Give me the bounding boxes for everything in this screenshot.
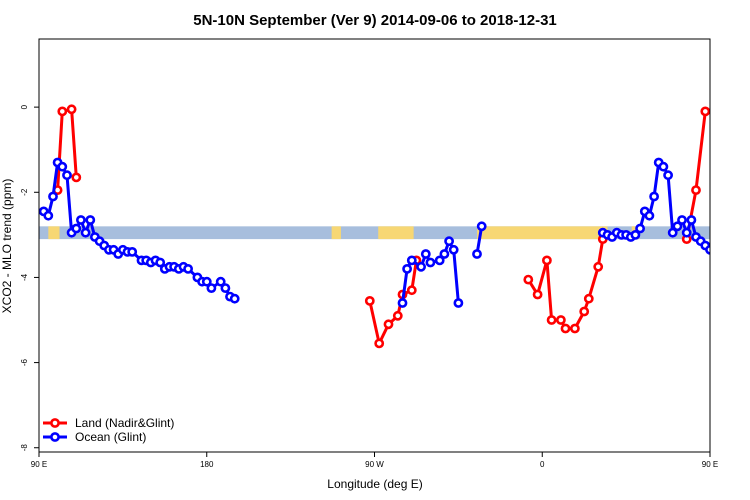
band-land-segment bbox=[48, 226, 60, 240]
land-series-line bbox=[527, 238, 605, 330]
ocean-data-point bbox=[62, 170, 72, 181]
ocean-data-point bbox=[472, 249, 482, 259]
ocean-data-point bbox=[155, 257, 166, 268]
land-data-point bbox=[57, 106, 68, 117]
ocean-data-point bbox=[681, 227, 692, 238]
ocean-data-point bbox=[709, 248, 710, 252]
ocean-data-point bbox=[201, 276, 212, 287]
land-data-point bbox=[709, 107, 710, 111]
y-axis: 0 -2 -4 -6 -8 bbox=[20, 104, 39, 451]
ocean-data-point bbox=[206, 283, 217, 293]
ocean-data-point bbox=[229, 293, 240, 304]
ocean-data-point bbox=[649, 191, 659, 202]
ocean-data-point bbox=[448, 244, 459, 255]
ocean-data-point bbox=[397, 298, 408, 308]
x-tick-label: 90 E bbox=[702, 460, 718, 469]
ocean-data-point bbox=[71, 223, 82, 234]
ocean-data-point bbox=[658, 161, 669, 172]
land-data-point bbox=[392, 310, 403, 321]
ocean-data-point bbox=[416, 261, 426, 272]
ocean-data-point bbox=[425, 257, 436, 268]
land-data-point bbox=[71, 172, 82, 183]
land-data-point bbox=[374, 338, 385, 349]
ocean-data-point bbox=[57, 161, 68, 172]
land-data-point bbox=[593, 261, 604, 272]
land-data-point bbox=[383, 319, 394, 330]
ocean-data-point bbox=[677, 215, 687, 225]
x-tick-label: 180 bbox=[200, 460, 214, 469]
legend-land-marker bbox=[50, 418, 60, 428]
y-tick-label: -8 bbox=[20, 444, 29, 452]
land-data-point bbox=[725, 229, 732, 236]
land-data-point bbox=[700, 106, 710, 117]
ocean-data-point bbox=[672, 221, 683, 232]
land-data-point bbox=[570, 323, 580, 334]
ocean-data-point bbox=[48, 191, 58, 202]
ocean-data-point bbox=[220, 283, 231, 293]
x-tick-label: 90 E bbox=[31, 460, 47, 469]
ocean-data-point bbox=[76, 215, 86, 225]
band-land-segment bbox=[477, 226, 608, 240]
y-tick-label: -6 bbox=[20, 358, 29, 366]
ocean-data-point bbox=[183, 263, 193, 274]
ocean-data-point bbox=[453, 298, 464, 308]
band-land-segment bbox=[331, 226, 341, 240]
legend-ocean-label: Ocean (Glint) bbox=[75, 430, 146, 444]
land-data-point bbox=[720, 229, 727, 236]
ocean-data-point bbox=[663, 170, 673, 181]
x-axis: 90 E 180 90 W 0 90 E bbox=[31, 452, 718, 469]
ocean-data-point bbox=[635, 223, 645, 234]
ocean-data-point bbox=[439, 249, 450, 259]
legend-land-label: Land (Nadir&Glint) bbox=[75, 416, 174, 430]
land-data-point bbox=[523, 274, 534, 285]
y-axis-label: XCO2 - MLO trend (ppm) bbox=[0, 179, 14, 314]
plot-frame bbox=[38, 38, 711, 453]
land-data-point bbox=[532, 289, 543, 300]
x-tick-label: 90 W bbox=[365, 460, 384, 469]
ocean-data-point bbox=[667, 227, 678, 238]
ocean-data-point bbox=[420, 249, 431, 259]
land-data-point bbox=[546, 315, 557, 325]
series-group bbox=[39, 104, 732, 349]
x-tick-label: 0 bbox=[540, 460, 545, 469]
y-tick-label: -4 bbox=[20, 273, 29, 281]
ocean-data-point bbox=[720, 246, 727, 253]
land-data-point bbox=[691, 185, 701, 195]
ocean-data-point bbox=[705, 244, 710, 255]
ocean-data-point bbox=[716, 250, 723, 257]
y-tick-label: 0 bbox=[20, 104, 29, 109]
land-data-point bbox=[583, 293, 594, 304]
chart-title: 5N-10N September (Ver 9) 2014-09-06 to 2… bbox=[193, 12, 557, 29]
ocean-data-point bbox=[85, 215, 96, 225]
ocean-data-point bbox=[215, 276, 226, 287]
land-ocean-band bbox=[39, 226, 710, 240]
ocean-data-point bbox=[80, 227, 91, 238]
land-data-point bbox=[556, 315, 566, 325]
ocean-data-point bbox=[644, 210, 655, 221]
land-data-point bbox=[560, 323, 571, 334]
land-data-point bbox=[579, 306, 590, 317]
ocean-data-point bbox=[402, 263, 412, 274]
land-data-point bbox=[542, 255, 552, 266]
x-axis-label: Longitude (deg E) bbox=[327, 477, 422, 491]
ocean-data-point bbox=[127, 246, 138, 257]
legend-ocean-marker bbox=[50, 432, 60, 442]
legend: Land (Nadir&Glint)Ocean (Glint) bbox=[43, 416, 174, 444]
ocean-data-point bbox=[434, 255, 445, 266]
band-land-segment bbox=[378, 226, 414, 240]
land-series-line bbox=[685, 108, 710, 240]
land-data-point bbox=[406, 285, 417, 296]
ocean-data-point bbox=[43, 210, 54, 221]
ocean-data-point bbox=[406, 255, 417, 266]
land-data-point bbox=[66, 104, 77, 115]
land-data-point bbox=[364, 295, 375, 306]
ocean-data-point bbox=[476, 221, 487, 232]
ocean-data-point bbox=[630, 229, 641, 240]
ocean-data-point bbox=[686, 215, 697, 225]
ocean-data-point bbox=[444, 236, 454, 247]
y-tick-label: -2 bbox=[20, 188, 29, 196]
